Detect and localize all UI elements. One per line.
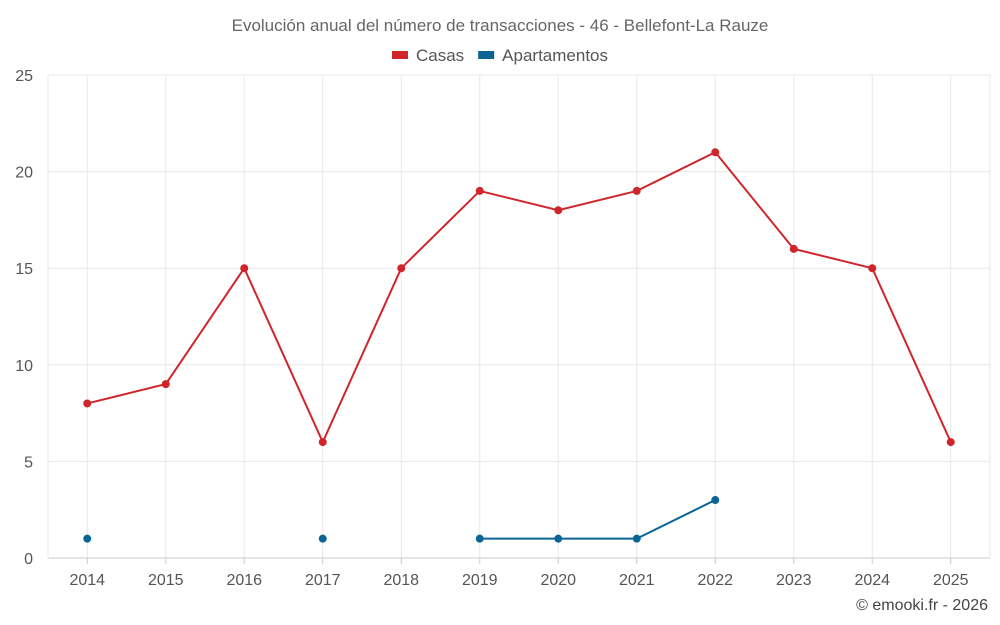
x-tick-label: 2017 [305, 572, 341, 589]
legend-item-casas[interactable]: Casas [391, 46, 464, 65]
y-tick-label: 20 [15, 165, 33, 182]
series-line-casas [87, 151, 952, 445]
x-tick-label: 2019 [462, 572, 498, 589]
y-tick-label: 15 [15, 261, 33, 278]
point-casas-2016[interactable] [240, 264, 249, 273]
y-axis: 0 5 10 15 20 25 [15, 68, 33, 568]
x-tick-label: 2016 [226, 572, 262, 589]
legend-swatch [391, 51, 408, 59]
x-axis: 2014 2015 2016 2017 2018 2019 2020 2021 2022 2023… [69, 558, 969, 589]
chart-title: Evolución anual del número de transaccio… [232, 16, 769, 35]
x-tick-label: 2022 [697, 572, 733, 589]
legend-label: Casas [416, 46, 464, 65]
point-casas-2019[interactable] [475, 186, 484, 195]
legend-item-apartamentos[interactable]: Apartamentos [478, 46, 608, 65]
point-casas-2024[interactable] [868, 264, 877, 273]
point-apartamentos-2020[interactable] [554, 534, 563, 543]
y-tick-label: 5 [24, 454, 33, 471]
point-apartamentos-2021[interactable] [632, 534, 641, 543]
y-tick-label: 10 [15, 358, 33, 375]
x-tick-label: 2020 [540, 572, 576, 589]
point-casas-2018[interactable] [397, 264, 406, 273]
x-tick-label: 2018 [383, 572, 419, 589]
y-tick-label: 25 [15, 68, 33, 85]
x-tick-label: 2024 [854, 572, 890, 589]
point-casas-2017[interactable] [318, 438, 327, 447]
point-apartamentos-2022[interactable] [711, 496, 720, 505]
series-line-apartamentos [479, 499, 716, 540]
point-casas-2020[interactable] [554, 206, 563, 215]
series-casas [83, 148, 955, 447]
point-apartamentos-2017[interactable] [318, 534, 327, 543]
point-apartamentos-2014[interactable] [83, 534, 92, 543]
x-tick-label: 2021 [619, 572, 655, 589]
point-casas-2015[interactable] [161, 380, 170, 389]
x-tick-label: 2015 [148, 572, 184, 589]
legend: Casas Apartamentos [391, 46, 608, 65]
point-casas-2022[interactable] [711, 148, 720, 157]
point-apartamentos-2019[interactable] [475, 534, 484, 543]
point-casas-2014[interactable] [83, 399, 92, 408]
point-casas-2025[interactable] [946, 438, 955, 447]
credit: © emooki.fr - 2026 [856, 597, 988, 614]
x-tick-label: 2023 [776, 572, 812, 589]
point-casas-2021[interactable] [632, 186, 641, 195]
point-casas-2023[interactable] [789, 244, 798, 253]
series-apartamentos [83, 496, 720, 543]
legend-swatch [478, 51, 495, 59]
x-tick-label: 2014 [69, 572, 105, 589]
y-tick-label: 0 [24, 551, 33, 568]
grid [47, 74, 991, 559]
legend-label: Apartamentos [502, 46, 608, 65]
x-tick-label: 2025 [933, 572, 969, 589]
series-layer [83, 148, 955, 543]
